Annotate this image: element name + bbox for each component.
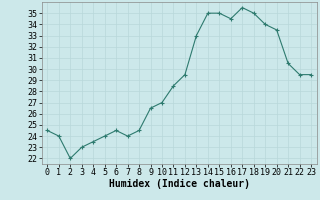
X-axis label: Humidex (Indice chaleur): Humidex (Indice chaleur) — [109, 179, 250, 189]
